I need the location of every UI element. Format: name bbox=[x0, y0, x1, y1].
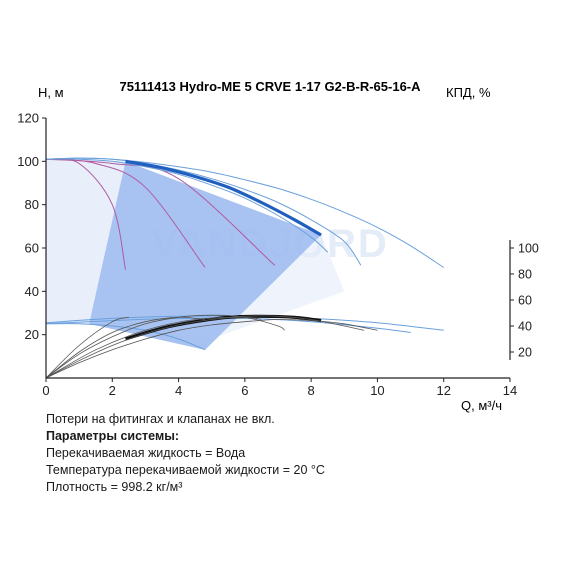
x-tick-label: 12 bbox=[436, 383, 450, 398]
operating-band bbox=[46, 159, 126, 324]
y2-tick-label: 20 bbox=[518, 346, 532, 360]
y-tick-label: 120 bbox=[17, 111, 39, 126]
y-tick-label: 100 bbox=[17, 154, 39, 169]
efficiency-curve bbox=[45, 316, 262, 379]
y2-tick-label: 40 bbox=[518, 320, 532, 334]
chart-title: 75111413 Hydro-ME 5 CRVE 1-17 G2-B-R-65-… bbox=[119, 79, 421, 94]
y2-tick-label: 80 bbox=[518, 268, 532, 282]
x-tick-label: 14 bbox=[503, 383, 517, 398]
system-parameters: Потери на фитингах и клапанах не вкл. Па… bbox=[46, 411, 325, 496]
speed-curve bbox=[45, 157, 362, 266]
speed-curve bbox=[45, 158, 329, 253]
x-tick-label: 8 bbox=[308, 383, 315, 398]
low-speed-curve bbox=[45, 317, 411, 333]
y2-tick-label: 60 bbox=[518, 294, 532, 308]
x-tick-label: 10 bbox=[370, 383, 384, 398]
y-tick-label: 40 bbox=[25, 284, 39, 299]
note-line: Температура перекачиваемой жидкости = 20… bbox=[46, 463, 325, 477]
right-axis-label: КПД, % bbox=[446, 85, 491, 100]
efficiency-curve bbox=[45, 316, 130, 379]
x-tick-label: 6 bbox=[241, 383, 248, 398]
note-line: Плотность = 998.2 кг/м³ bbox=[46, 480, 183, 494]
y-tick-label: 80 bbox=[25, 197, 39, 212]
note-line: Параметры системы: bbox=[46, 429, 180, 443]
y-tick-label: 20 bbox=[25, 327, 39, 342]
note-line: Перекачиваемая жидкость = Вода bbox=[46, 446, 246, 460]
x-tick-label: 0 bbox=[42, 383, 49, 398]
y2-tick-label: 100 bbox=[518, 242, 539, 256]
note-line: Потери на фитингах и клапанах не вкл. bbox=[46, 412, 275, 426]
operating-band bbox=[89, 235, 345, 350]
main-head-curve bbox=[125, 159, 322, 237]
left-axis-label: H, м bbox=[38, 85, 64, 100]
efficiency-curve bbox=[45, 319, 378, 379]
low-speed-curve bbox=[45, 323, 206, 351]
operating-region bbox=[89, 161, 322, 350]
x-tick-label: 2 bbox=[109, 383, 116, 398]
power-curve bbox=[45, 158, 276, 266]
efficiency-curve bbox=[45, 316, 206, 379]
y-tick-label: 60 bbox=[25, 241, 39, 256]
x-axis-label: Q, м³/ч bbox=[461, 398, 502, 413]
x-tick-label: 4 bbox=[175, 383, 182, 398]
